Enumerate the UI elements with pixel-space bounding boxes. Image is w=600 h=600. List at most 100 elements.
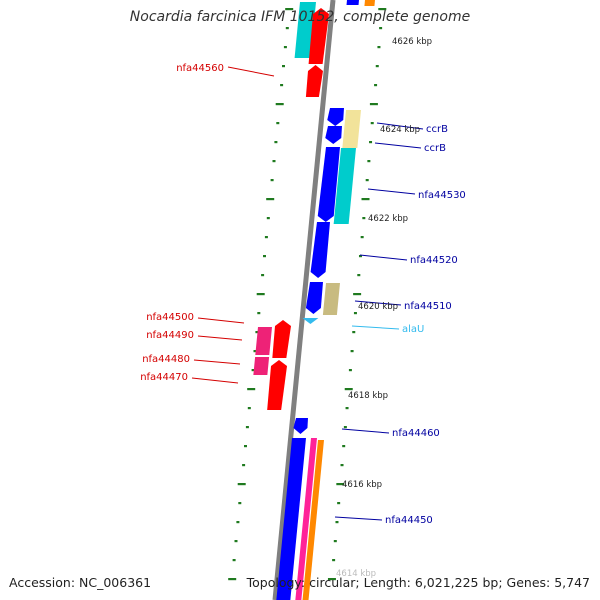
gene-label-nfa44500[interactable]: nfa44500 [146, 312, 194, 323]
outer-tick-mark [357, 274, 361, 277]
outer-tick-mark [327, 578, 336, 581]
inner-tick-mark [232, 559, 236, 562]
outer-tick-mark [335, 521, 339, 524]
label-leader-line [341, 428, 390, 434]
cds-arrow-blue [317, 147, 340, 222]
gene-label-nfa44450[interactable]: nfa44450 [385, 515, 433, 526]
inner-tick-mark [282, 65, 285, 68]
outer-tick-mark [369, 141, 373, 144]
outer-tick-mark [367, 160, 371, 163]
accession-text: Accession: NC_006361 [9, 575, 152, 590]
gene-label-alaU[interactable]: alaU [402, 324, 424, 335]
outer-tick-mark [379, 27, 383, 30]
gene-label-nfa44490[interactable]: nfa44490 [146, 330, 194, 341]
outer-tick-mark [375, 65, 379, 68]
inner-tick-mark [266, 198, 275, 201]
scale-label: 4614 kbp [336, 569, 376, 579]
gene-labels: nfa44560 ccrB ccrB nfa44530 nfa44520 nfa44510… [140, 63, 466, 526]
label-leader-lines [191, 66, 424, 521]
outer-tick-track [327, 8, 387, 581]
inner-tick-mark [283, 46, 287, 49]
cds-block-orange [302, 440, 324, 600]
outer-tick-mark [378, 8, 387, 11]
label-leader-line [334, 516, 383, 521]
cds-block-cyan [333, 148, 356, 224]
outer-tick-mark [360, 236, 364, 239]
inner-tick-mark [238, 502, 242, 505]
cds-block-blue [276, 438, 306, 600]
genome-backbone [272, 0, 336, 600]
inner-tick-mark [253, 350, 257, 353]
label-leader-line [193, 359, 241, 365]
outer-tick-mark [377, 46, 381, 49]
cds-arrow-red [272, 320, 291, 358]
gene-label-nfa44560[interactable]: nfa44560 [176, 63, 224, 74]
gene-label-nfa44460[interactable]: nfa44460 [392, 428, 440, 439]
cds-arrow-red [308, 8, 329, 64]
inner-tick-mark [228, 578, 237, 581]
inner-tick-mark [274, 141, 278, 144]
inner-tick-mark [247, 407, 251, 410]
outer-tick-mark [350, 350, 354, 353]
inner-tick-mark [263, 255, 266, 258]
topology-text: Topology: circular; Length: 6,021,225 bp… [246, 575, 590, 590]
inner-tick-mark [247, 388, 256, 391]
outer-tick-mark [362, 217, 366, 220]
gene-label-nfa44530[interactable]: nfa44530 [418, 190, 466, 201]
outer-tick-mark [333, 540, 337, 543]
gene-label-nfa44480[interactable]: nfa44480 [142, 354, 190, 365]
inner-tick-mark [285, 8, 294, 11]
outer-tick-mark [358, 255, 362, 258]
scale-label: 4620 kbp [358, 302, 398, 312]
label-leader-line [227, 66, 275, 77]
scale-label: 4624 kbp [380, 125, 420, 135]
inner-tick-mark [256, 293, 265, 296]
cds-arrow-blue [325, 126, 342, 144]
inner-tick-mark [244, 445, 247, 448]
cds-arrow-blue [327, 108, 344, 126]
inner-tick-mark [270, 179, 274, 182]
label-leader-line [367, 188, 416, 195]
inner-tick-mark [242, 464, 246, 467]
outer-tick-mark [369, 103, 378, 106]
gene-label-nfa44470[interactable]: nfa44470 [140, 372, 188, 383]
outer-tick-mark [342, 445, 346, 448]
scale-label: 4616 kbp [342, 480, 382, 490]
inner-tick-mark [275, 103, 284, 106]
gene-label-ccrB[interactable]: ccrB [424, 143, 446, 154]
outer-tick-mark [336, 483, 345, 486]
gene-label-nfa44520[interactable]: nfa44520 [410, 255, 458, 266]
label-leader-line [374, 142, 422, 149]
outer-tick-mark [345, 407, 349, 410]
cds-block-pink [295, 438, 317, 600]
outer-tick-mark [370, 122, 374, 125]
cds-arrow-red [267, 360, 287, 410]
outer-tick-mark [353, 293, 362, 296]
scale-label: 4622 kbp [368, 214, 408, 224]
inner-tick-mark [276, 122, 280, 125]
inner-tick-mark [264, 236, 268, 239]
inner-tick-mark [261, 274, 265, 277]
outer-tick-mark [332, 559, 336, 562]
inner-tick-mark [257, 312, 261, 315]
outer-tick-mark [361, 198, 370, 201]
label-leader-line [376, 122, 424, 130]
outer-tick-mark [374, 84, 378, 87]
rna-arrow-alaU [302, 318, 319, 324]
outer-tick-mark [352, 331, 356, 334]
label-leader-line [359, 254, 408, 261]
cds-arrow-blue [305, 282, 323, 314]
segment-gap [254, 355, 272, 357]
label-leader-line [197, 317, 245, 324]
outer-tick-mark [340, 464, 344, 467]
inner-tick-mark [280, 84, 284, 87]
inner-tick-mark [236, 521, 240, 524]
cds-block-pale-yellow [342, 110, 361, 148]
cds-arrow-red [305, 65, 323, 97]
cds-arrow-blue [293, 418, 308, 434]
scale-label: 4626 kbp [392, 37, 432, 47]
inner-tick-mark [255, 331, 259, 334]
gene-label-nfa44510[interactable]: nfa44510 [404, 301, 452, 312]
gene-label-ccrB[interactable]: ccrB [426, 124, 448, 135]
